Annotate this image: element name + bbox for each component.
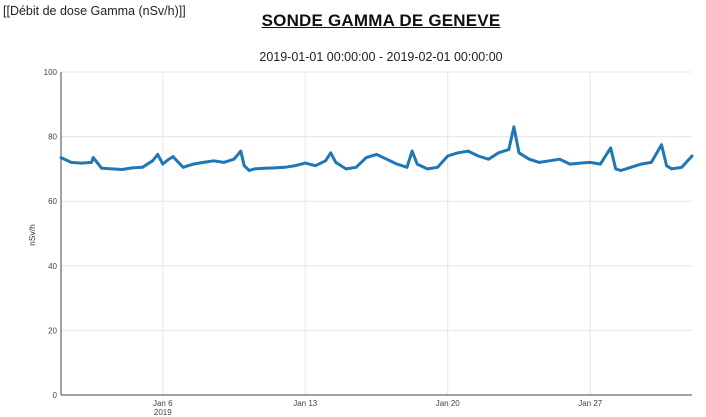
data-point — [90, 161, 93, 164]
data-point — [80, 161, 83, 165]
data-point — [497, 151, 500, 155]
data-point — [166, 158, 170, 162]
data-point — [375, 153, 378, 156]
data-point — [365, 156, 368, 159]
page-title: SONDE GAMMA DE GENEVE — [261, 11, 501, 30]
data-point — [110, 167, 114, 171]
x-tick-label: Jan 13 — [293, 399, 318, 408]
data-point — [477, 154, 480, 158]
data-point — [548, 159, 551, 163]
data-point — [161, 162, 165, 166]
data-point — [212, 159, 215, 163]
x-tick-label: Jan 20 — [436, 399, 461, 408]
y-axis-label: nSv/h — [27, 224, 37, 246]
data-point — [487, 157, 490, 161]
data-point — [426, 167, 429, 171]
data-point — [69, 161, 73, 164]
data-series — [59, 125, 694, 172]
data-point — [410, 149, 414, 153]
data-point — [578, 161, 582, 165]
data-point — [405, 166, 409, 169]
data-point — [639, 162, 643, 166]
data-point — [446, 154, 450, 158]
data-point — [512, 125, 516, 129]
data-point — [293, 164, 297, 167]
y-tick-label: 20 — [48, 326, 57, 335]
data-point — [100, 167, 103, 170]
x-tick-label: Jan 6 — [153, 399, 173, 408]
data-point — [588, 161, 592, 164]
data-point — [239, 149, 243, 153]
data-point — [599, 162, 602, 166]
data-point — [248, 169, 251, 172]
data-point — [690, 154, 694, 158]
chart-corner-label: [[Débit de dose Gamma (nSv/h)]] — [3, 4, 186, 18]
data-point — [680, 166, 684, 169]
data-point — [151, 159, 154, 163]
data-point — [222, 161, 226, 164]
data-point — [456, 151, 460, 155]
date-range-subtitle: 2019-01-01 00:00:00 - 2019-02-01 00:00:0… — [259, 50, 503, 64]
data-point — [619, 169, 623, 172]
data-point — [171, 155, 175, 158]
data-point — [415, 162, 419, 166]
data-point — [130, 166, 134, 170]
data-point — [202, 161, 205, 164]
data-point — [385, 157, 389, 161]
grid-lines — [61, 71, 692, 396]
data-point — [186, 164, 190, 167]
x-tick-label: Jan 27 — [578, 399, 603, 408]
data-point — [436, 166, 439, 169]
data-point — [538, 161, 541, 164]
data-point — [629, 166, 633, 169]
y-tick-label: 40 — [48, 262, 57, 271]
data-point — [91, 156, 95, 159]
y-tick-label: 100 — [44, 68, 58, 77]
series-line — [59, 125, 694, 172]
data-point — [283, 166, 287, 169]
data-point — [665, 164, 668, 167]
data-point — [670, 167, 673, 171]
data-point — [314, 164, 317, 167]
data-point — [324, 159, 327, 163]
data-point — [120, 168, 124, 171]
data-point — [329, 151, 333, 155]
data-point — [344, 167, 348, 171]
data-point — [242, 164, 246, 167]
data-point — [558, 157, 561, 161]
data-point — [141, 166, 144, 169]
x-tick-sublabel: 2019 — [154, 408, 172, 417]
data-point — [395, 162, 399, 166]
data-point — [354, 166, 358, 169]
data-point — [304, 161, 307, 165]
data-point — [156, 153, 159, 156]
data-point — [517, 151, 521, 155]
data-point — [181, 166, 185, 169]
data-point — [59, 156, 63, 159]
data-point — [650, 161, 653, 164]
y-axis: 0 20 40 60 80 100 — [44, 68, 62, 400]
data-point — [232, 157, 236, 161]
data-point — [660, 143, 663, 146]
data-point — [614, 167, 617, 171]
data-point — [334, 161, 338, 164]
y-tick-label: 80 — [48, 133, 57, 142]
data-point — [527, 157, 531, 161]
y-tick-label: 0 — [53, 391, 58, 400]
data-point — [609, 146, 612, 150]
data-point — [507, 148, 511, 151]
data-point — [466, 149, 470, 153]
data-point — [253, 167, 256, 171]
data-point — [263, 167, 266, 170]
data-point — [273, 166, 277, 170]
data-point — [192, 162, 195, 166]
y-tick-label: 60 — [48, 197, 57, 206]
data-point — [568, 162, 572, 166]
